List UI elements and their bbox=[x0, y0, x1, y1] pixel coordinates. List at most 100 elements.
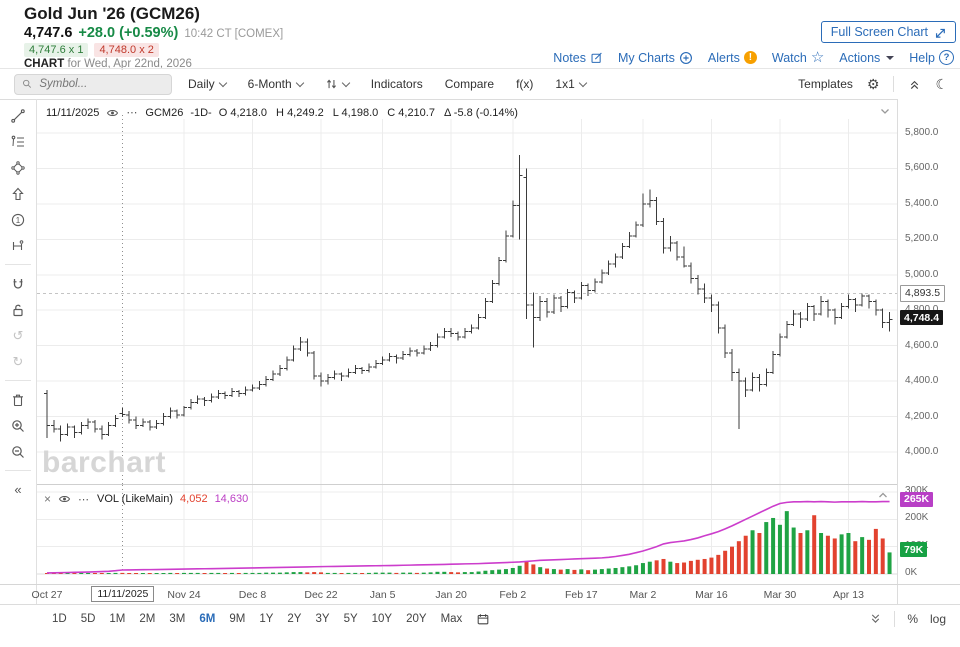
collapse-bottom-button[interactable] bbox=[869, 612, 882, 625]
alerts-link[interactable]: Alerts! bbox=[708, 51, 757, 65]
volume-axis-tick: 300K bbox=[905, 485, 929, 496]
chevron-down-icon bbox=[881, 109, 889, 114]
fullscreen-arrow-icon bbox=[935, 28, 945, 38]
alert-icon: ! bbox=[743, 51, 757, 64]
symbol-search[interactable] bbox=[14, 73, 172, 95]
time-axis-tick: Nov 24 bbox=[167, 589, 201, 601]
time-axis-tick: Jan 20 bbox=[435, 589, 467, 601]
time-axis-tick: Mar 16 bbox=[695, 589, 728, 601]
price-pane-collapse[interactable] bbox=[880, 108, 890, 115]
measure-tool[interactable] bbox=[8, 237, 28, 254]
collapse-rail-button[interactable]: « bbox=[8, 481, 28, 498]
range-button-1m[interactable]: 1M bbox=[109, 612, 126, 625]
chart-type-dropdown[interactable] bbox=[325, 77, 350, 91]
full-screen-chart-button[interactable]: Full Screen Chart bbox=[820, 21, 956, 43]
templates-button[interactable]: Templates bbox=[798, 77, 853, 91]
eye-icon[interactable] bbox=[58, 494, 71, 504]
delete-drawings-button[interactable] bbox=[8, 391, 28, 408]
indicators-button[interactable]: Indicators bbox=[370, 77, 423, 91]
chart-toolbar: Daily 6-Month Indicators Compare f(x) 1x… bbox=[0, 69, 960, 100]
price-chart[interactable] bbox=[37, 99, 897, 484]
bottom-divider bbox=[894, 610, 896, 627]
redo-button[interactable]: ↻ bbox=[8, 353, 28, 370]
watch-link[interactable]: Watch ☆ bbox=[771, 49, 825, 66]
settings-button[interactable]: ⚙ bbox=[867, 77, 880, 91]
price-axis-tick: 4,600.0 bbox=[905, 339, 939, 351]
shapes-tool[interactable] bbox=[8, 159, 28, 176]
volume-pane[interactable] bbox=[37, 484, 897, 584]
time-axis-tick: Jan 5 bbox=[369, 589, 396, 601]
range-dropdown[interactable]: 6-Month bbox=[248, 77, 304, 91]
volume-chart[interactable] bbox=[37, 485, 897, 584]
layout-dropdown[interactable]: 1x1 bbox=[555, 77, 588, 91]
redo-icon: ↻ bbox=[12, 354, 24, 369]
chevron-down-icon bbox=[218, 78, 227, 88]
volume-pane-collapse[interactable] bbox=[878, 492, 888, 499]
gear-icon: ⚙ bbox=[866, 76, 880, 92]
magnet-tool[interactable] bbox=[8, 275, 28, 292]
compare-button[interactable]: Compare bbox=[444, 77, 495, 91]
range-button-2y[interactable]: 2Y bbox=[287, 612, 302, 625]
collapse-toolbar-button[interactable] bbox=[908, 78, 921, 91]
time-axis[interactable]: Oct 27 Nov 24 Dec 8 Dec 22 Jan 5 Jan 20 Feb 2 F… bbox=[0, 584, 960, 604]
legend-high: 4,249.2 bbox=[287, 106, 324, 119]
sort-arrows-icon bbox=[326, 79, 336, 89]
time-axis-tick: Feb 17 bbox=[564, 589, 598, 601]
range-button-10y[interactable]: 10Y bbox=[371, 612, 393, 625]
quote-time: 10:42 CT [COMEX] bbox=[184, 28, 284, 40]
dots-icon[interactable]: ⋯ bbox=[78, 493, 91, 506]
search-input[interactable] bbox=[37, 77, 164, 91]
chevron-down-icon bbox=[295, 78, 304, 88]
range-button-20y[interactable]: 20Y bbox=[406, 612, 427, 625]
bid-ask-row: 4,747.6 x 1 4,748.0 x 2 bbox=[24, 43, 159, 57]
actions-link[interactable]: Actions bbox=[839, 51, 895, 65]
range-button-1y[interactable]: 1Y bbox=[259, 612, 274, 625]
price-axis-tick: 5,400.0 bbox=[905, 197, 939, 209]
search-icon bbox=[23, 79, 32, 88]
dots-icon[interactable]: ⋯ bbox=[126, 107, 139, 119]
trendline-tool[interactable] bbox=[8, 107, 28, 124]
rail-divider bbox=[5, 470, 31, 471]
range-button-5y[interactable]: 5Y bbox=[343, 612, 358, 625]
undo-button[interactable]: ↺ bbox=[8, 327, 28, 344]
moon-icon: ☾ bbox=[935, 76, 948, 92]
time-axis-tick: Apr 13 bbox=[832, 589, 864, 601]
volume-study-name: VOL (LikeMain) bbox=[97, 493, 174, 505]
close-icon[interactable]: × bbox=[44, 492, 52, 506]
range-button-3m[interactable]: 3M bbox=[169, 612, 186, 625]
range-button-1d[interactable]: 1D bbox=[52, 612, 67, 625]
range-button-2m[interactable]: 2M bbox=[139, 612, 156, 625]
zoom-out-button[interactable] bbox=[8, 443, 28, 460]
eye-icon[interactable] bbox=[106, 108, 119, 118]
annotations-tool[interactable] bbox=[8, 133, 28, 150]
fx-button[interactable]: f(x) bbox=[516, 77, 534, 91]
percent-scale-button[interactable]: % bbox=[907, 611, 918, 626]
price-change: +28.0 (+0.59%) bbox=[78, 25, 179, 41]
price-axis[interactable]: 5,800.0 5,600.0 5,400.0 5,200.0 5,000.0 4,800… bbox=[897, 99, 960, 604]
help-link[interactable]: Help? bbox=[909, 50, 954, 65]
lock-tool[interactable] bbox=[8, 301, 28, 318]
range-button-5d[interactable]: 5D bbox=[80, 612, 96, 625]
notes-link[interactable]: Notes bbox=[553, 51, 603, 65]
custom-date-button[interactable] bbox=[476, 612, 490, 626]
range-button-3y[interactable]: 3Y bbox=[315, 612, 330, 625]
arrow-tool[interactable] bbox=[8, 185, 28, 202]
range-button-max[interactable]: Max bbox=[440, 612, 463, 625]
svg-text:1: 1 bbox=[16, 215, 21, 224]
header-links: Notes My Charts Alerts! Watch ☆ Actions H… bbox=[553, 50, 954, 65]
range-button-6m[interactable]: 6M bbox=[199, 612, 216, 625]
price-axis-tick: 5,000.0 bbox=[905, 268, 939, 280]
legend-close: 4,210.7 bbox=[398, 106, 435, 119]
log-scale-button[interactable]: log bbox=[929, 611, 946, 626]
quote-row: 4,747.6 +28.0 (+0.59%) 10:42 CT [COMEX] bbox=[24, 25, 283, 41]
my-charts-link[interactable]: My Charts bbox=[618, 51, 693, 65]
price-pane[interactable] bbox=[37, 99, 897, 484]
frequency-dropdown[interactable]: Daily bbox=[188, 77, 227, 91]
volume-value: 4,052 bbox=[180, 493, 208, 505]
dark-mode-button[interactable]: ☾ bbox=[935, 77, 948, 91]
zoom-in-button[interactable] bbox=[8, 417, 28, 434]
number-annotation-tool[interactable]: 1 bbox=[8, 211, 28, 228]
volume-line-label: 265K bbox=[900, 491, 934, 507]
toolbar-divider bbox=[893, 76, 895, 92]
range-button-9m[interactable]: 9M bbox=[229, 612, 246, 625]
